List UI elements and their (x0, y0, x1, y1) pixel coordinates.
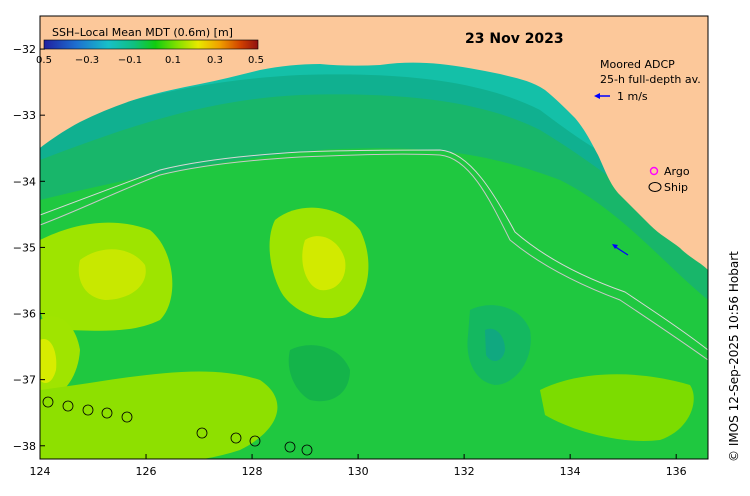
y-tick-label: −34 (13, 175, 36, 188)
x-tick-label: 132 (454, 465, 475, 478)
y-tick-label: −38 (13, 440, 36, 453)
y-tick-label: −35 (13, 241, 36, 254)
x-tick-label: 134 (560, 465, 581, 478)
adcp-legend: Moored ADCP 25-h full-depth av. 1 m/s (594, 58, 701, 103)
anomaly-southeast (540, 374, 694, 441)
ship-marker[interactable] (284, 441, 296, 453)
adcp-scale-label: 1 m/s (617, 90, 648, 103)
y-tick-label: −37 (13, 374, 36, 387)
y-axis: −32 −33 −34 −35 −36 −37 −38 (13, 43, 45, 453)
ship-marker[interactable] (121, 411, 133, 423)
colorbar-tick: 0.3 (207, 55, 223, 66)
map-field (40, 16, 708, 459)
argo-legend-icon (649, 166, 659, 176)
adcp-vector-head (612, 244, 618, 249)
ship-marker[interactable] (249, 435, 261, 447)
anomaly-west-core (78, 249, 146, 300)
observation-markers (42, 396, 313, 456)
ship-marker[interactable] (82, 404, 94, 416)
ship-legend-label: Ship (664, 181, 688, 194)
ship-marker[interactable] (196, 427, 208, 439)
imos-credit: © IMOS 12-Sep-2025 10:56 Hobart (727, 251, 741, 462)
x-tick-label: 136 (666, 465, 687, 478)
adcp-vector (613, 245, 629, 256)
marker-legend: Argo Ship (648, 165, 690, 194)
colorbar-title: SSH–Local Mean MDT (0.6m) [m] (52, 26, 233, 39)
eddy-cool-south (288, 345, 350, 402)
plot-frame (39, 15, 709, 460)
x-tick-label: 124 (30, 465, 51, 478)
ship-marker[interactable] (62, 400, 74, 412)
adcp-scale-arrowhead (594, 93, 600, 99)
anomaly-southwest-core (40, 339, 57, 383)
colorbar-tick: 0.5 (36, 55, 52, 66)
anomaly-central-core (302, 236, 346, 291)
ship-legend-icon (648, 182, 662, 192)
colorbar-tick: −0.3 (75, 55, 99, 66)
eddy-cool-east-core (485, 328, 505, 362)
isobath-outer (40, 153, 708, 361)
colorbar: SSH–Local Mean MDT (0.6m) [m] 0.5 −0.3 −… (36, 26, 264, 66)
isobath-inner (40, 149, 708, 351)
ship-marker[interactable] (301, 444, 313, 456)
colorbar-tick: −0.1 (118, 55, 142, 66)
ship-marker[interactable] (101, 407, 113, 419)
colorbar-tick: 0.5 (248, 55, 264, 66)
colorbar-tick: 0.1 (165, 55, 181, 66)
adcp-title: Moored ADCP (600, 58, 675, 71)
x-tick-label: 128 (242, 465, 263, 478)
colorbar-ramp (43, 39, 259, 50)
x-axis: 124 126 128 130 132 134 136 (30, 454, 687, 478)
y-tick-label: −32 (13, 43, 36, 56)
argo-legend-label: Argo (664, 165, 690, 178)
ship-marker[interactable] (230, 432, 242, 444)
y-tick-label: −33 (13, 109, 36, 122)
adcp-subtitle: 25-h full-depth av. (600, 73, 701, 86)
ship-marker[interactable] (42, 396, 54, 408)
anomaly-south-band (40, 371, 278, 459)
map-date: 23 Nov 2023 (465, 31, 564, 47)
y-tick-label: −36 (13, 308, 36, 321)
x-tick-label: 126 (136, 465, 157, 478)
x-tick-label: 130 (348, 465, 369, 478)
australia-land (40, 16, 708, 270)
